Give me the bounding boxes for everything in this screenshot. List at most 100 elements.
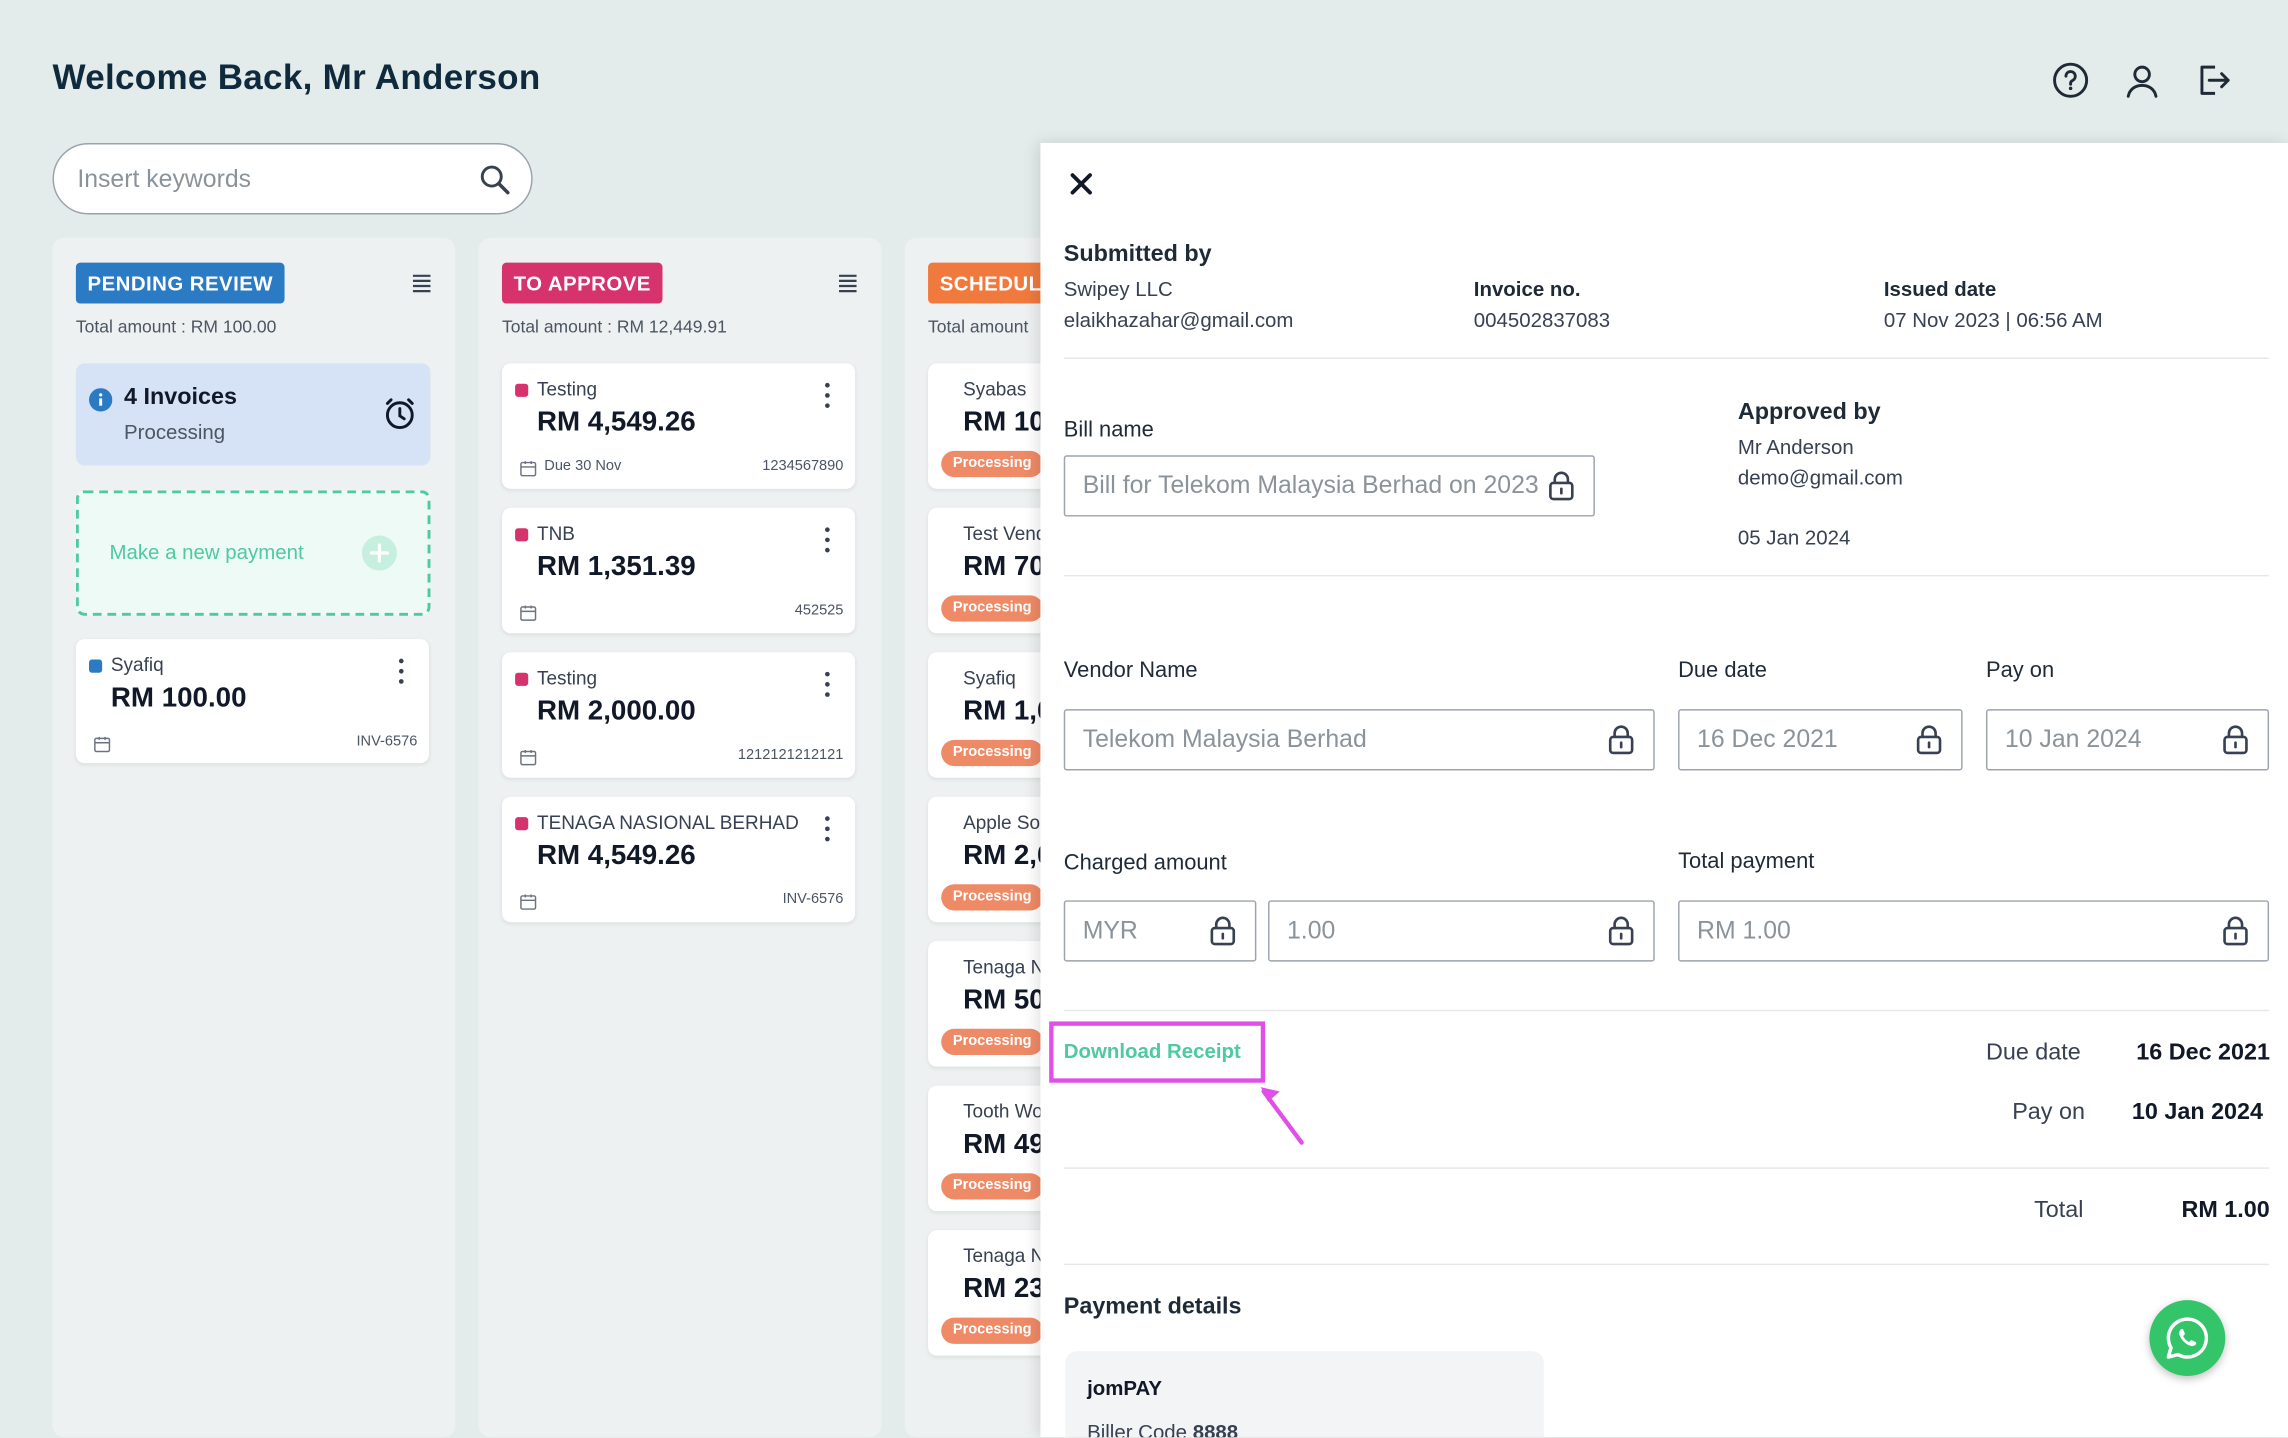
pointer-arrow-icon — [1260, 1087, 1304, 1145]
processing-badge: Processing — [941, 1173, 1044, 1200]
biller-code-label: Biller Code — [1087, 1419, 1188, 1438]
payment-details-label: Payment details — [1063, 1294, 1242, 1320]
help-icon[interactable] — [2049, 58, 2093, 102]
status-dot — [515, 672, 529, 686]
invoice-amount: RM 70 — [963, 551, 1045, 583]
vendor-name: Syafiq — [963, 666, 1016, 689]
search-input[interactable] — [77, 164, 479, 194]
vendor-name-input[interactable] — [1082, 725, 1607, 755]
calendar-icon — [520, 750, 537, 766]
kebab-menu-icon[interactable] — [394, 657, 409, 686]
kebab-menu-icon[interactable] — [820, 525, 835, 554]
user-icon[interactable] — [2120, 58, 2164, 102]
issued-date-label: Issued date — [1883, 277, 1997, 301]
total-payment-input[interactable] — [1697, 916, 2221, 946]
divider — [1063, 574, 2270, 577]
issued-date: 07 Nov 2023 | 06:56 AM — [1883, 307, 2103, 332]
status-dot — [515, 528, 529, 542]
invoice-card[interactable]: Testing RM 2,000.00 1212121212121 — [501, 652, 856, 778]
plus-icon — [361, 535, 397, 571]
processing-badge: Processing — [941, 595, 1044, 622]
approved-by-name: Mr Anderson — [1737, 434, 1854, 459]
status-dot — [515, 383, 529, 397]
invoice-amount: RM 4,549.26 — [536, 840, 696, 872]
invoice-reference: INV-6576 — [782, 891, 844, 908]
pay-on-input[interactable] — [2004, 725, 2221, 755]
whatsapp-button[interactable] — [2149, 1300, 2226, 1377]
processing-badge: Processing — [941, 1317, 1044, 1344]
invoice-summary-card[interactable]: 4 Invoices Processing — [75, 363, 431, 466]
charged-amount-input[interactable] — [1287, 916, 1607, 946]
info-icon — [89, 388, 113, 412]
column-menu-icon[interactable] — [411, 273, 431, 293]
whatsapp-icon — [2166, 1317, 2209, 1359]
lock-icon — [2223, 916, 2248, 946]
summary-due-date: 16 Dec 2021 — [2136, 1040, 2270, 1066]
bill-name-input[interactable] — [1082, 471, 1547, 501]
search-icon[interactable] — [479, 163, 511, 195]
invoice-amount: RM 1,351.39 — [536, 551, 696, 583]
lock-icon — [1210, 916, 1236, 946]
vendor-name: TNB — [536, 522, 575, 545]
total-payment-field — [1678, 900, 2270, 962]
invoice-card[interactable]: TNB RM 1,351.39 452525 — [501, 507, 856, 634]
summary-total-label: Total — [2034, 1198, 2084, 1223]
vendor-name: Test Vend — [963, 522, 1047, 545]
invoice-amount: RM 100.00 — [110, 682, 247, 714]
vendor-name-field — [1063, 709, 1655, 771]
due-date-input[interactable] — [1697, 725, 1915, 755]
invoice-reference: 1212121212121 — [737, 747, 844, 764]
invoice-reference: 452525 — [794, 602, 844, 619]
calendar-icon — [94, 736, 111, 753]
lock-icon — [1608, 725, 1634, 755]
processing-badge: Processing — [941, 450, 1044, 478]
charged-amount-label: Charged amount — [1063, 850, 1227, 876]
download-receipt-link[interactable]: Download Receipt — [1063, 1038, 1241, 1063]
invoice-card[interactable]: TENAGA NASIONAL BERHAD RM 4,549.26 INV-6… — [501, 796, 856, 923]
payment-method-card: jomPAY Biller Code 8888 — [1065, 1351, 1544, 1438]
invoice-amount: RM 50 — [963, 984, 1045, 1016]
approved-by-label: Approved by — [1737, 399, 1881, 425]
vendor-name: Apple So — [963, 811, 1041, 834]
invoice-reference: 1234567890 — [762, 458, 844, 475]
processing-badge: Processing — [941, 1028, 1044, 1056]
invoice-amount: RM 1,0 — [963, 696, 1053, 727]
invoice-card[interactable]: Testing RM 4,549.26 Due 30 Nov 123456789… — [501, 363, 856, 489]
column-total: Total amount : RM 12,449.91 — [501, 316, 727, 338]
make-new-payment-label: Make a new payment — [109, 539, 304, 564]
invoice-no: 004502837083 — [1473, 307, 1611, 332]
vendor-name: Syafiq — [110, 653, 164, 676]
pay-on-label: Pay on — [1985, 658, 2055, 683]
divider — [1063, 1263, 2270, 1266]
make-new-payment-button[interactable]: Make a new payment — [75, 490, 431, 616]
invoice-status: Processing — [124, 420, 226, 444]
vendor-name: TENAGA NASIONAL BERHAD — [536, 811, 799, 834]
vendor-name-label: Vendor Name — [1063, 658, 1198, 683]
currency-input[interactable] — [1082, 916, 1209, 946]
kebab-menu-icon[interactable] — [820, 381, 835, 410]
summary-due-date-label: Due date — [1985, 1040, 2081, 1066]
column-tag: TO APPROVE — [501, 262, 663, 304]
kebab-menu-icon[interactable] — [820, 670, 835, 699]
kebab-menu-icon[interactable] — [820, 814, 835, 843]
vendor-name: Syabas — [963, 377, 1027, 400]
lock-icon — [1916, 725, 1942, 755]
logout-icon[interactable] — [2192, 58, 2236, 102]
close-icon[interactable] — [1070, 172, 1093, 195]
lock-icon — [1549, 471, 1574, 501]
invoice-amount: RM 2,000.00 — [536, 696, 696, 727]
approved-date: 05 Jan 2024 — [1737, 525, 1851, 549]
vendor-name: Testing — [536, 666, 598, 689]
invoice-card[interactable]: Syafiq RM 100.00 INV-6576 — [75, 639, 430, 764]
bill-name-field — [1063, 455, 1595, 517]
vendor-name: Tooth Wo — [963, 1100, 1043, 1123]
column-to-approve: TO APPROVE Total amount : RM 12,449.91 T… — [478, 237, 882, 1438]
column-menu-icon[interactable] — [838, 273, 858, 293]
submitted-by-label: Submitted by — [1063, 242, 1212, 268]
divider — [1063, 1009, 2270, 1012]
processing-badge: Processing — [941, 884, 1044, 911]
currency-field — [1063, 900, 1257, 962]
total-payment-label: Total payment — [1678, 849, 1815, 875]
invoice-detail-panel: Submitted by Swipey LLC elaikhazahar@gma… — [1040, 143, 2288, 1438]
summary-pay-on: 10 Jan 2024 — [2131, 1100, 2264, 1126]
